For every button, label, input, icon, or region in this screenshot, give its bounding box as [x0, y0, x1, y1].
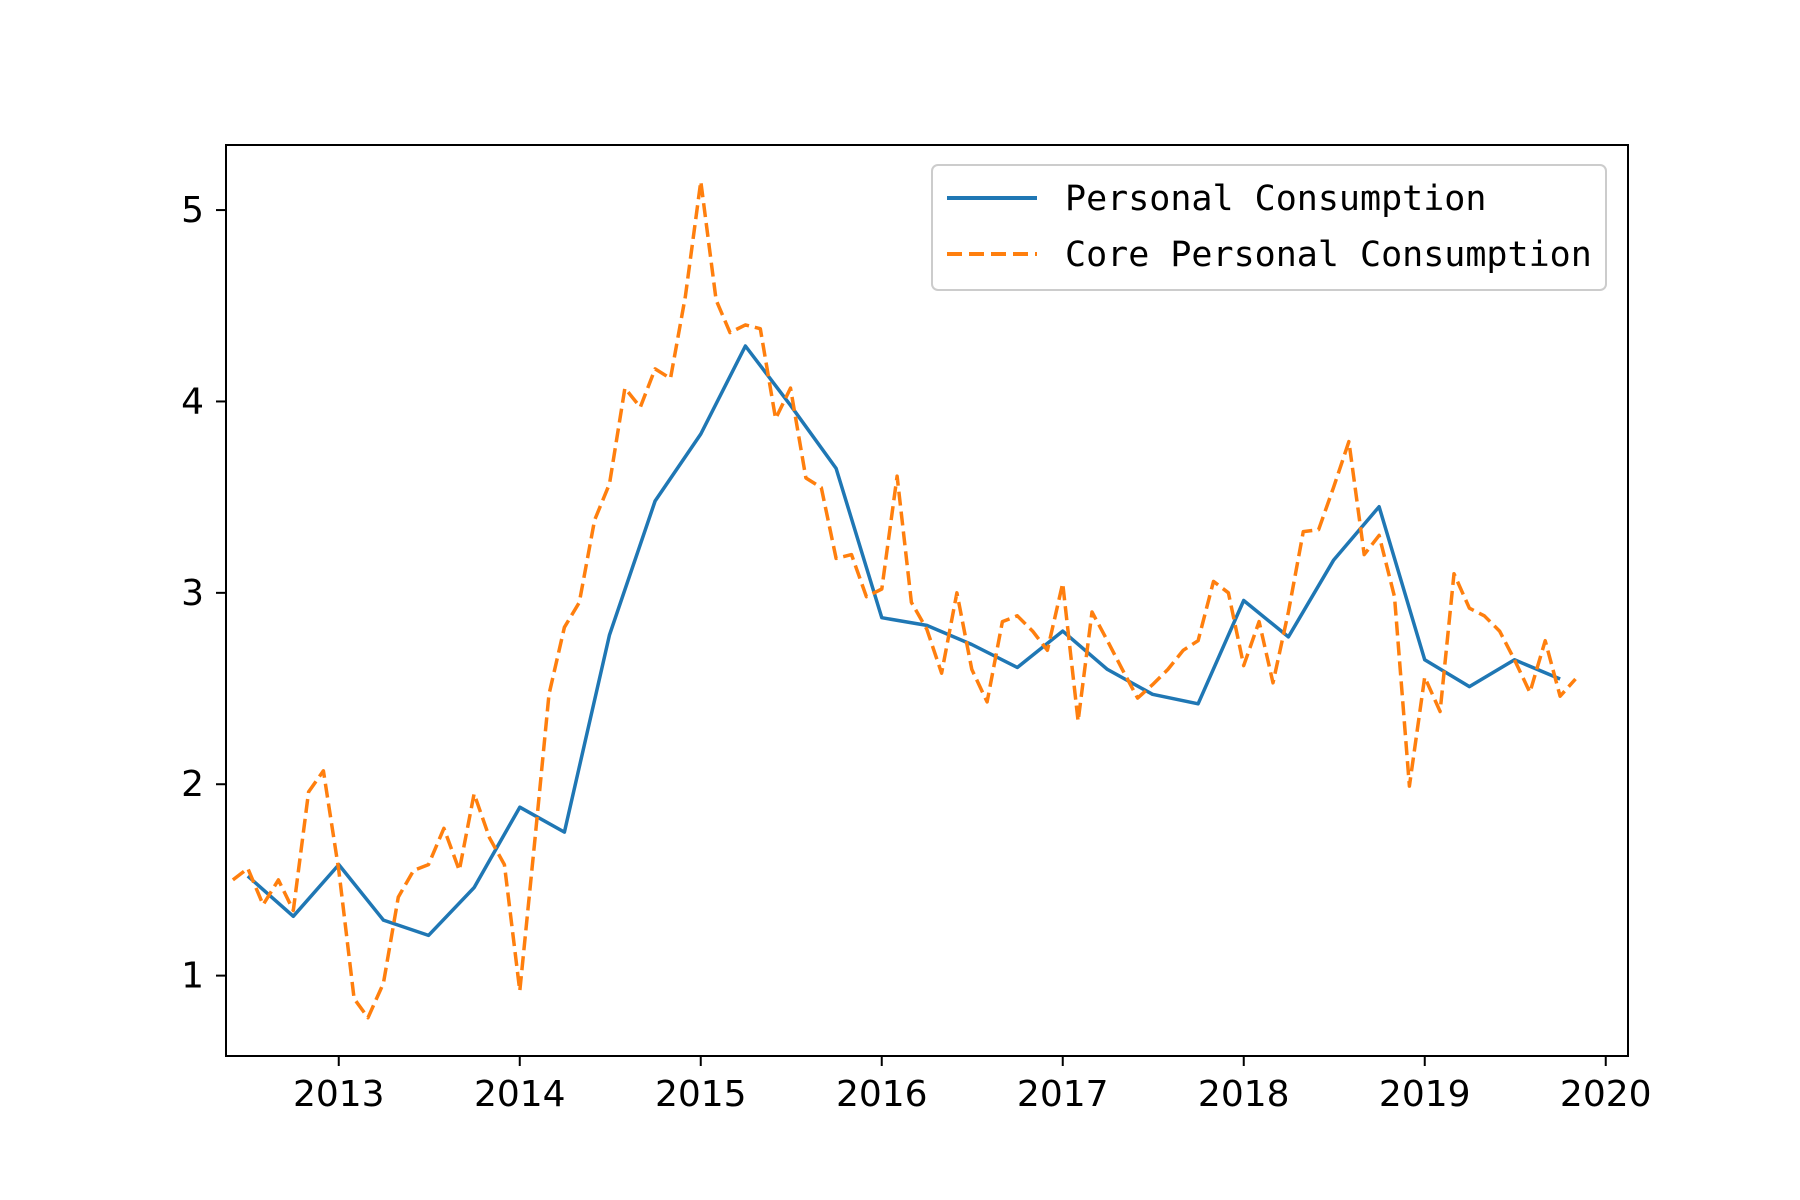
legend-label-core-personal-consumption: Core Personal Consumption — [1065, 235, 1592, 275]
series-line-core-personal-consumption — [231, 179, 1577, 1020]
legend: Personal Consumption Core Personal Consu… — [931, 164, 1607, 291]
x-tick-label: 2016 — [836, 1074, 928, 1115]
x-tick-label: 2015 — [655, 1074, 747, 1115]
x-tick-label: 2014 — [474, 1074, 566, 1115]
x-tick-label: 2013 — [293, 1074, 385, 1115]
y-tick-label: 5 — [181, 190, 204, 231]
x-tick-label: 2018 — [1198, 1074, 1290, 1115]
y-tick-label: 4 — [181, 381, 204, 422]
series-line-personal-consumption — [246, 344, 1561, 938]
y-tick-label: 2 — [181, 764, 204, 805]
x-axis: 2013 2014 2015 2016 2017 2018 2019 2020 — [293, 1056, 1652, 1115]
x-tick-label: 2017 — [1017, 1074, 1109, 1115]
legend-label-personal-consumption: Personal Consumption — [1065, 179, 1486, 219]
legend-box — [931, 164, 1607, 291]
y-tick-label: 1 — [181, 956, 204, 997]
x-tick-label: 2020 — [1560, 1074, 1652, 1115]
y-tick-label: 3 — [181, 573, 204, 614]
plot-lines — [231, 179, 1577, 1020]
x-tick-label: 2019 — [1379, 1074, 1471, 1115]
y-axis: 1 2 3 4 5 — [181, 190, 226, 997]
plot-frame — [225, 144, 1629, 1057]
